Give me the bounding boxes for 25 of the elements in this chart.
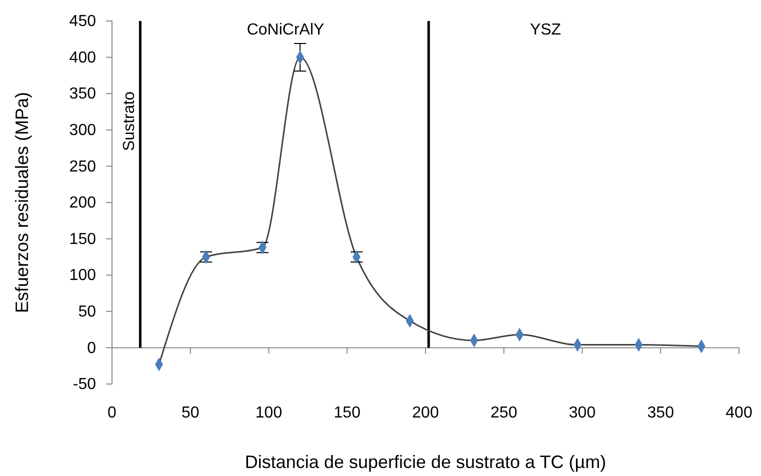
y-tick-label: 400: [69, 49, 96, 66]
y-axis-title: Esfuerzos residuales (MPa): [12, 92, 32, 314]
x-tick-label: 150: [334, 404, 361, 422]
ref-line-label: Sustrato: [121, 91, 138, 151]
x-axis-title: Distancia de superficie de sustrato a TC (µm): [244, 452, 606, 472]
y-tick-label: 50: [78, 304, 96, 321]
y-tick-label: 300: [69, 122, 96, 140]
y-tick-label: 100: [69, 267, 96, 284]
y-tick-label: 150: [69, 230, 96, 248]
x-tick-label: 100: [255, 404, 282, 422]
annotation: YSZ: [530, 22, 562, 39]
y-tick-label: 200: [69, 194, 96, 212]
y-tick-label: 350: [69, 86, 96, 103]
x-tick-label: 350: [647, 404, 674, 422]
x-tick-label: 200: [412, 404, 439, 422]
x-tick-label: 0: [108, 404, 117, 422]
x-tick-label: 50: [181, 404, 200, 422]
y-tick-label: 250: [69, 158, 96, 176]
y-tick-label: -50: [72, 376, 96, 394]
y-tick-label: 450: [69, 13, 96, 30]
y-tick-label: 0: [87, 340, 96, 357]
x-tick-label: 300: [568, 404, 596, 422]
x-tick-label: 250: [490, 404, 518, 422]
annotation: CoNiCrAlY: [246, 22, 324, 39]
x-tick-label: 400: [726, 404, 752, 422]
